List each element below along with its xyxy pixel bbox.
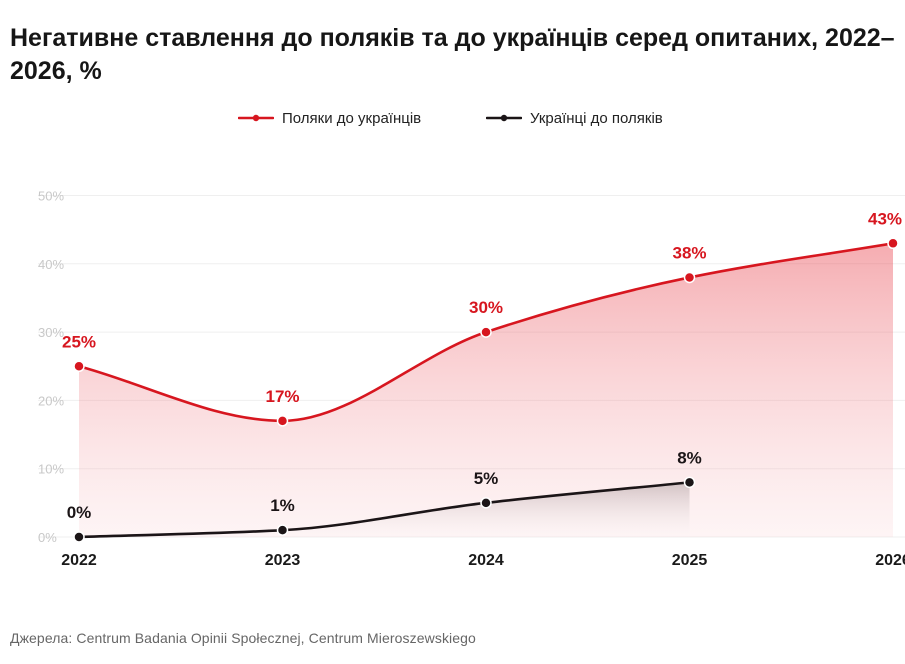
series-area — [79, 482, 690, 537]
data-point — [276, 524, 289, 536]
x-axis-ticks: 2022 2023 2024 2025 2026 — [61, 552, 905, 569]
data-point — [480, 497, 492, 509]
series-line — [78, 481, 690, 539]
y-axis-ticks: 0% 10% 20% 30% 40% 50% — [38, 189, 64, 546]
data-points — [73, 237, 899, 543]
data-point — [683, 476, 696, 489]
x-tick-label: 2026 — [875, 552, 905, 569]
data-point — [276, 415, 289, 427]
legend-swatch-black — [486, 114, 522, 122]
legend-label: Українці до поляків — [530, 109, 663, 127]
y-tick-label: 10% — [38, 462, 64, 477]
data-label: 38% — [672, 243, 706, 262]
source-note: Джерела: Centrum Badania Opinii Społeczn… — [10, 630, 476, 646]
legend-item-ukrainians-to-poles: Українці до поляків — [486, 106, 663, 130]
y-tick-label: 0% — [38, 530, 57, 545]
x-tick-label: 2022 — [61, 552, 97, 569]
y-tick-label: 30% — [38, 325, 64, 340]
y-tick-label: 20% — [38, 393, 64, 408]
data-point — [480, 326, 492, 338]
data-label: 25% — [62, 332, 96, 351]
data-point — [73, 360, 85, 372]
data-label: 8% — [677, 448, 702, 467]
data-label: 0% — [67, 503, 92, 522]
legend-swatch-red — [238, 114, 274, 122]
data-label: 30% — [469, 298, 503, 317]
y-tick-label: 40% — [38, 257, 64, 272]
y-tick-label: 50% — [38, 189, 64, 204]
legend-label: Поляки до українців — [282, 109, 422, 127]
data-label: 1% — [270, 496, 295, 515]
data-label: 17% — [265, 387, 299, 406]
x-tick-label: 2023 — [265, 552, 301, 569]
data-point — [887, 237, 899, 250]
legend-item-poles-to-ukrainians: Поляки до українців — [238, 106, 421, 130]
data-label: 5% — [474, 469, 499, 488]
data-point — [73, 531, 85, 543]
series-areas — [79, 243, 893, 537]
chart-title: Негативне ставлення до поляків та до укр… — [10, 24, 895, 85]
area-chart: 0% 10% 20% 30% 40% 50% 25% 17% 30% 38% 43% 0% 1% 5% 8… — [38, 189, 905, 569]
x-tick-label: 2024 — [468, 552, 504, 569]
data-label: 43% — [868, 209, 902, 228]
data-labels: 25% 17% 30% 38% 43% 0% 1% 5% 8% — [62, 209, 902, 522]
x-tick-label: 2025 — [672, 552, 708, 569]
series-area — [79, 243, 893, 537]
chart-legend: Поляки до українців Українці до поляків — [0, 106, 905, 130]
data-point — [683, 271, 696, 284]
